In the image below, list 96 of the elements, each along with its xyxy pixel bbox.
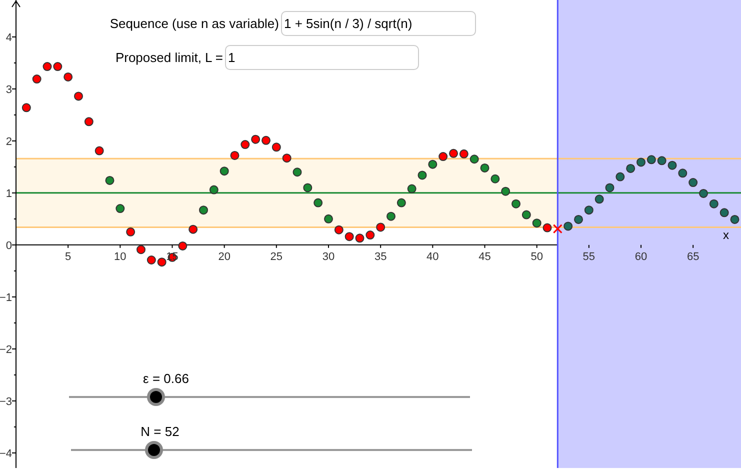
y-tick-label: −3 — [0, 396, 12, 408]
point — [594, 194, 604, 204]
point — [324, 214, 333, 224]
point — [334, 225, 344, 234]
point — [282, 154, 292, 163]
point — [522, 210, 531, 220]
point — [262, 136, 270, 145]
x-tick-label: 65 — [686, 250, 700, 263]
point — [251, 134, 260, 144]
point — [720, 208, 729, 218]
x-tick-label: 30 — [322, 250, 335, 263]
y-tick-label: 3 — [6, 84, 12, 96]
point — [292, 168, 302, 177]
point — [64, 72, 73, 82]
point — [272, 142, 281, 152]
point — [616, 172, 625, 182]
x-tick-label: 25 — [270, 250, 283, 263]
x-tick-label: 60 — [634, 250, 648, 263]
x-tick-label: 45 — [478, 250, 491, 263]
point — [146, 256, 156, 264]
x-tick-label: 35 — [374, 250, 387, 263]
annotation: ε = 0.66 — [143, 371, 189, 386]
point — [626, 164, 636, 173]
y-tick-label: −1 — [0, 292, 12, 304]
point — [668, 160, 677, 170]
x-tick-label: 55 — [582, 250, 596, 263]
point — [42, 62, 52, 72]
point — [314, 198, 323, 208]
point — [220, 166, 229, 176]
point — [240, 140, 250, 150]
point — [699, 188, 708, 198]
x-tick-label: 20 — [218, 250, 230, 263]
x-tick-label: 10 — [114, 250, 126, 263]
point — [449, 148, 458, 158]
point — [418, 170, 427, 180]
point — [355, 234, 364, 243]
point — [344, 232, 354, 242]
point — [501, 186, 510, 196]
x-tick-label: 5 — [65, 250, 72, 263]
point — [428, 160, 438, 169]
point — [646, 155, 656, 164]
point — [157, 258, 166, 267]
point — [470, 154, 479, 164]
point — [94, 146, 104, 156]
x-axis-title: x — [722, 228, 730, 242]
point — [188, 224, 198, 234]
x-tick-label: 40 — [426, 250, 439, 263]
point — [209, 185, 218, 194]
annotation: Proposed limit, L = — [115, 50, 223, 65]
text-field: 1 — [225, 45, 419, 70]
point — [657, 156, 666, 166]
point — [730, 214, 740, 224]
point — [490, 174, 500, 184]
point — [136, 245, 146, 254]
point — [564, 222, 573, 231]
point — [199, 206, 208, 215]
annotation: Sequence (use n as variable) — [110, 16, 279, 31]
point — [552, 224, 562, 234]
y-tick-label: −4 — [0, 448, 12, 460]
point — [22, 103, 31, 112]
annotation: N = 52 — [140, 424, 180, 439]
point — [605, 183, 614, 192]
point — [84, 117, 94, 126]
point — [512, 199, 520, 208]
point — [105, 176, 114, 185]
point — [459, 149, 468, 158]
point — [178, 241, 188, 250]
point — [116, 204, 125, 214]
point — [376, 222, 386, 232]
point — [396, 198, 406, 208]
point — [636, 158, 646, 167]
point — [230, 150, 240, 160]
text-field: 1 + 5sin(n / 3) / sqrt(n) — [281, 11, 476, 36]
point — [366, 230, 375, 240]
point — [532, 218, 542, 228]
point — [407, 184, 416, 194]
point — [74, 92, 83, 101]
x-tick-label: 50 — [530, 250, 543, 263]
point — [688, 178, 698, 188]
point — [53, 62, 62, 72]
y-tick-label: 0 — [6, 240, 12, 252]
point — [303, 183, 312, 192]
y-tick-label: 4 — [6, 32, 12, 44]
y-tick-label: −2 — [0, 344, 12, 356]
point — [574, 214, 583, 224]
point — [709, 199, 718, 208]
point — [542, 223, 552, 232]
point — [126, 227, 136, 236]
y-tick-label: 1 — [6, 188, 12, 200]
point — [678, 168, 688, 178]
point — [584, 206, 594, 215]
y-tick-label: 2 — [6, 136, 12, 148]
point — [480, 163, 490, 172]
point — [386, 212, 396, 221]
point — [32, 74, 42, 84]
point — [438, 152, 448, 162]
